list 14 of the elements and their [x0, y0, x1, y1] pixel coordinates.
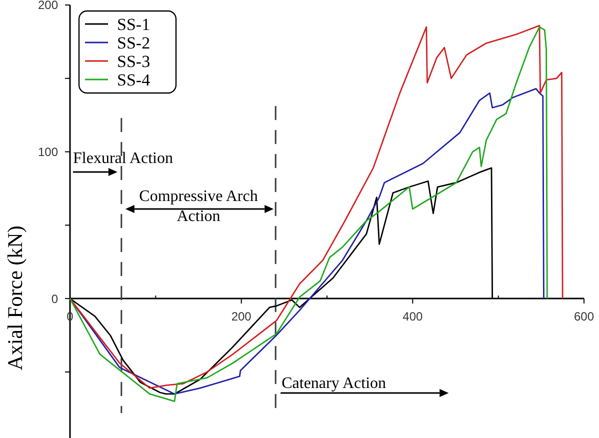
- annotation: Flexural Action: [73, 150, 173, 167]
- y-tick-label: 200: [38, 0, 58, 12]
- y-axis-title: Axial Force (kN): [3, 226, 27, 370]
- legend-label: SS-4: [117, 70, 151, 90]
- annotation: Compressive Arch Action: [139, 188, 258, 225]
- y-tick-label: 0: [51, 292, 58, 306]
- annotation: Catenary Action: [282, 375, 386, 392]
- y-tick-label: 100: [38, 144, 58, 159]
- legend-label: SS-2: [117, 33, 150, 52]
- x-tick-label: 600: [574, 310, 594, 324]
- legend-label: SS-1: [117, 14, 150, 34]
- legend-label: SS-3: [117, 52, 150, 71]
- x-tick-label: 400: [402, 310, 423, 324]
- x-tick-label: 200: [231, 310, 252, 324]
